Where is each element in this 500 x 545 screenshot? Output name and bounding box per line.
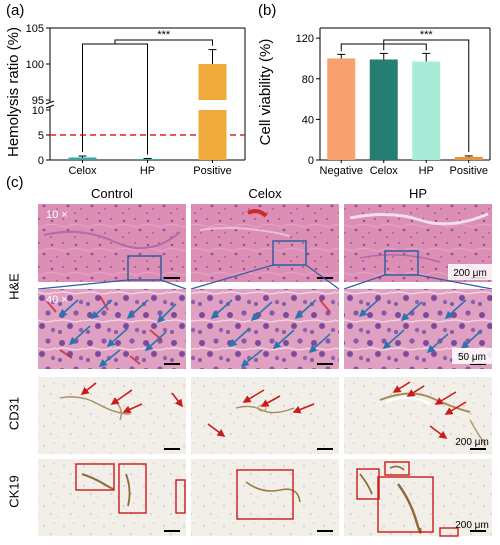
scale-bar xyxy=(470,448,486,450)
hemolysis-x-tick-label: HP xyxy=(140,165,155,177)
scale-bar xyxy=(164,530,180,532)
blue-arrows xyxy=(58,299,483,367)
bar-positive xyxy=(454,156,483,160)
magnification-label-high: 40 × xyxy=(46,294,68,306)
viability-y-tick-label: 120 xyxy=(296,33,314,45)
column-header-hp: HP xyxy=(408,186,428,201)
bar-hp xyxy=(133,159,162,160)
viability-x-tick-label: HP xyxy=(419,165,434,177)
viability-x-tick-label: Positive xyxy=(449,165,488,177)
zoom-box-control xyxy=(127,255,162,281)
hemolysis-y-tick-label: 105 xyxy=(26,23,44,35)
scale-bar xyxy=(317,363,333,365)
viability-y-tick-label: 0 xyxy=(308,155,314,167)
hemolysis-y-tick-label: 100 xyxy=(26,59,44,71)
hemolysis-y-tick-label: 0 xyxy=(38,155,44,167)
scale-label-50: 50 μm xyxy=(458,352,486,363)
viability-x-tick-label: Negative xyxy=(320,165,363,177)
column-header-control: Control xyxy=(91,186,133,201)
viability-y-tick-label: 80 xyxy=(302,74,314,86)
bar-hp xyxy=(412,61,441,160)
ck19-celox-image xyxy=(191,459,339,536)
bar-positive xyxy=(198,110,227,160)
scale-bar xyxy=(164,277,180,279)
he-high-celox-image xyxy=(191,289,339,369)
bar-positive-upper xyxy=(198,64,227,100)
hemolysis-x-tick-label: Positive xyxy=(193,165,232,177)
he-high-row: 50 μm 40 × xyxy=(38,289,492,369)
axis-break-mark xyxy=(45,100,55,105)
scale-bar xyxy=(317,277,333,279)
viability-y-tick-label: 40 xyxy=(302,114,314,126)
ck19-control-image xyxy=(38,459,186,536)
red-arrows-cd31 xyxy=(80,381,467,439)
scale-bar xyxy=(164,448,180,450)
scale-label-200-cd31: 200 μm xyxy=(455,437,489,448)
bar-celox xyxy=(369,59,398,160)
cd31-row: 200 μm xyxy=(38,377,492,454)
cd31-control-image xyxy=(38,377,186,454)
he-low-row: 200 μm 10 × xyxy=(38,204,492,282)
viability-x-tick-label: Celox xyxy=(370,165,399,177)
zoom-box-hp xyxy=(384,250,419,276)
scale-label-200-ck19: 200 μm xyxy=(455,520,489,531)
bar-negative xyxy=(327,58,356,160)
scale-bar xyxy=(470,530,486,532)
hemolysis-y-tick-label: 10 xyxy=(32,105,44,117)
axis-break-mark xyxy=(45,104,55,109)
column-header-celox: Celox xyxy=(248,186,282,201)
hemolysis-x-tick-label: Celox xyxy=(68,165,97,177)
hemolysis-y-label: Hemolysis ratio (%) xyxy=(5,27,22,157)
scale-label-200-he: 200 μm xyxy=(453,268,487,279)
hemolysis-y-tick-label: 5 xyxy=(38,130,44,142)
bar-celox xyxy=(68,157,97,160)
significance-bracket xyxy=(114,39,213,46)
cell-viability-chart: Cell viability (%) 0 40 80 120 Negative Celox… xyxy=(257,27,491,177)
magnification-label-low: 10 × xyxy=(46,209,68,221)
hemolysis-y-tick-label: 95 xyxy=(32,95,44,107)
bar-break-gap xyxy=(197,100,228,110)
panel-a-label: (a) xyxy=(6,2,25,19)
zoom-box-celox xyxy=(272,240,307,266)
ck19-highlight-boxes xyxy=(75,461,459,537)
ck19-row: 200 μm xyxy=(38,459,492,537)
zoom-connectors xyxy=(37,264,493,290)
scale-bar xyxy=(164,363,180,365)
cd31-celox-image xyxy=(191,377,339,454)
panel-c-label: (c) xyxy=(6,174,24,191)
significance-marker: *** xyxy=(157,29,171,41)
scale-bar xyxy=(317,448,333,450)
significance-bracket xyxy=(383,39,470,152)
viability-y-label: Cell viability (%) xyxy=(257,39,274,146)
significance-marker: *** xyxy=(420,29,434,41)
panel-b-label: (b) xyxy=(258,2,277,19)
scale-bar xyxy=(317,530,333,532)
